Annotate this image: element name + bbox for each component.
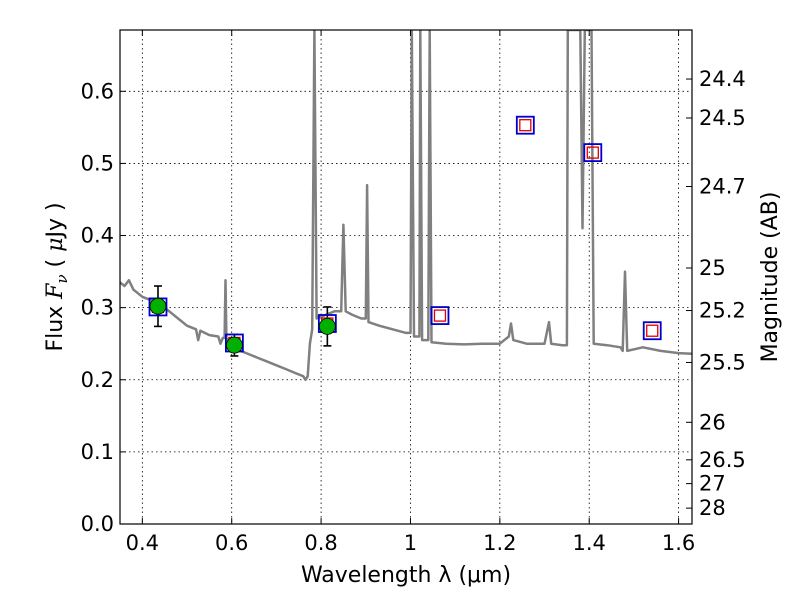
x-tick-label: 0.6 (215, 531, 248, 555)
observed-flux-markers (149, 297, 336, 354)
y2-tick-label: 28 (699, 496, 726, 520)
y2-tick-label: 24.4 (699, 67, 746, 91)
model-spectrum-line (120, 30, 692, 382)
y-tick-label: 0.1 (81, 440, 114, 464)
y-axis-title-unit: Jy ) (43, 202, 68, 239)
y-tick-label: 0.4 (81, 224, 114, 248)
plot-area (120, 30, 692, 382)
y-axis-title: Flux Fν ( μJy ) (43, 202, 71, 351)
x-tick-label: 0.8 (304, 531, 337, 555)
model-flux-box (642, 321, 662, 341)
y2-axis-title: Magnitude (AB) (758, 192, 783, 363)
y-tick-label: 0.5 (81, 151, 114, 175)
y2-tick-label: 24.5 (699, 106, 746, 130)
y-axis-title-paren: ( (43, 252, 68, 275)
x-axis-title: Wavelength λ (μm) (301, 563, 511, 588)
x-tick-label: 1 (404, 531, 417, 555)
model-flux-box (430, 306, 450, 325)
y-tick-label: 0.2 (81, 368, 114, 392)
x-axis-ticks: 0.4 0.6 0.8 1 1.2 1.4 1.6 (126, 30, 695, 555)
y2-tick-label: 25.5 (699, 350, 746, 374)
model-flux-box-inner (646, 324, 659, 337)
y2-tick-label: 25 (699, 256, 726, 280)
y-axis-title-symbol: F (43, 283, 68, 300)
y2-tick-label: 26 (699, 410, 726, 434)
y2-tick-label: 26.5 (699, 448, 746, 472)
y-axis-title-prefix: Flux (43, 299, 68, 352)
observed-flux-point (225, 336, 243, 354)
y-tick-label: 0.6 (81, 79, 114, 103)
model-flux-box-inner (519, 119, 532, 132)
plot-frame (119, 29, 693, 525)
model-flux-box (515, 115, 535, 135)
model-flux-box (583, 143, 603, 162)
model-flux-box-inner (586, 146, 599, 159)
model-flux-box-inner (433, 309, 447, 322)
x-tick-label: 1.2 (483, 531, 516, 555)
x-tick-label: 1.6 (662, 531, 695, 555)
y-axis-title-subscript: ν (53, 274, 71, 283)
y-tick-label: 0.3 (81, 296, 114, 320)
observed-flux-point (149, 297, 167, 315)
observed-flux-point (318, 317, 336, 335)
y-axis-title-mu: μ (43, 238, 68, 252)
x-tick-label: 0.4 (126, 531, 159, 555)
x-tick-label: 1.4 (573, 531, 606, 555)
y2-tick-label: 25.2 (699, 299, 746, 323)
y2-tick-label: 27 (699, 472, 726, 496)
y-tick-label: 0.0 (81, 512, 114, 536)
y2-tick-label: 24.7 (699, 174, 746, 198)
y-axis-ticks: 0.0 0.1 0.2 0.3 0.4 0.5 0.6 (81, 79, 126, 536)
